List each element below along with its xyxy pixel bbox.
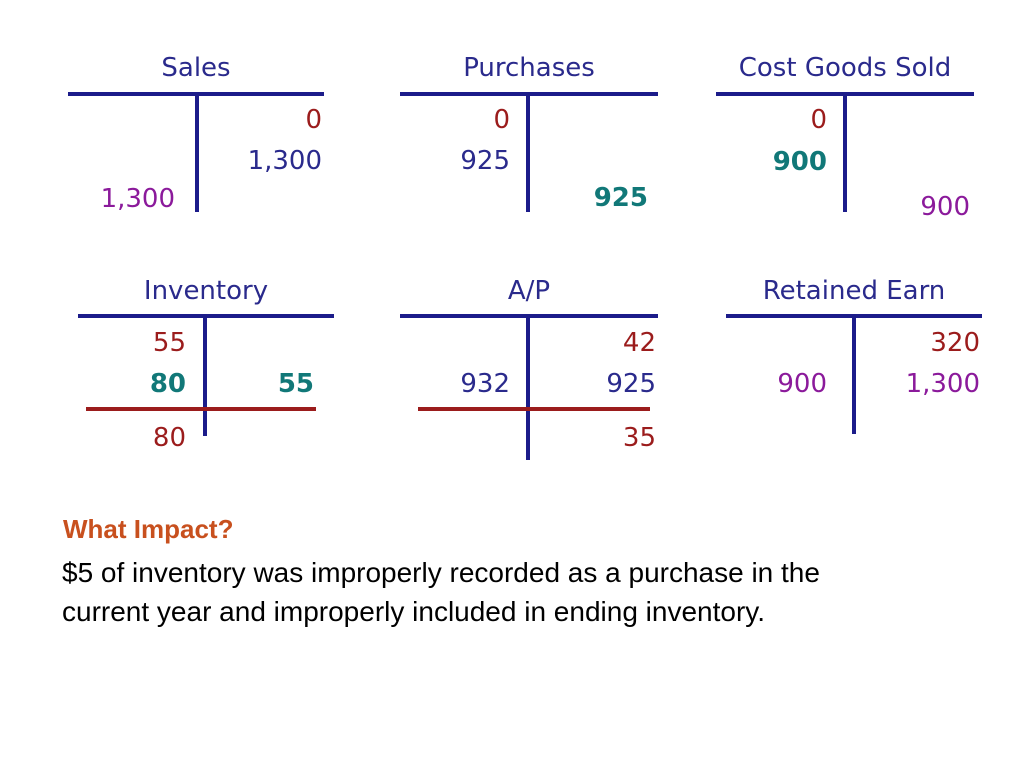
cogs-debit-opening: 0 bbox=[810, 105, 827, 135]
sales-debit-closing: 1,300 bbox=[100, 184, 175, 214]
inventory-debit-entry: 80 bbox=[149, 369, 186, 399]
purchases-divider bbox=[526, 94, 530, 212]
note-line-1: $5 of inventory was improperly recorded … bbox=[62, 557, 820, 588]
cogs-divider bbox=[843, 94, 847, 212]
inventory-debit-opening: 55 bbox=[152, 328, 186, 358]
note-heading: What Impact? bbox=[63, 514, 234, 544]
ap-divider bbox=[526, 316, 530, 460]
inventory-credit-entry: 55 bbox=[277, 369, 314, 399]
ap-debit-entry: 932 bbox=[460, 369, 510, 399]
cogs-title: Cost Goods Sold bbox=[738, 53, 952, 83]
sales-credit-opening: 0 bbox=[305, 105, 322, 135]
sales-title: Sales bbox=[161, 53, 231, 83]
inventory-title: Inventory bbox=[143, 276, 269, 306]
retained-credit-entry: 1,300 bbox=[905, 369, 980, 399]
inventory-divider bbox=[203, 316, 207, 436]
retained-debit-entry: 900 bbox=[777, 369, 827, 399]
ap-credit-opening: 42 bbox=[622, 328, 656, 358]
inventory-total-line bbox=[86, 407, 316, 411]
purchases-debit-opening: 0 bbox=[493, 105, 510, 135]
retained-title: Retained Earn bbox=[762, 276, 946, 306]
cogs-credit-closing: 900 bbox=[920, 192, 970, 222]
ap-credit-balance: 35 bbox=[622, 423, 656, 453]
retained-credit-opening: 320 bbox=[930, 328, 980, 358]
sales-credit-entry: 1,300 bbox=[247, 146, 322, 176]
sales-divider bbox=[195, 94, 199, 212]
inventory-debit-balance: 80 bbox=[152, 423, 186, 453]
purchases-title: Purchases bbox=[463, 53, 595, 83]
retained-divider bbox=[852, 316, 856, 434]
purchases-credit-closing: 925 bbox=[593, 183, 648, 213]
ap-total-line bbox=[418, 407, 650, 411]
note-line-2: current year and improperly included in … bbox=[62, 596, 765, 627]
purchases-debit-entry: 925 bbox=[460, 146, 510, 176]
ap-credit-entry: 925 bbox=[606, 369, 656, 399]
cogs-debit-entry: 900 bbox=[772, 147, 827, 177]
ap-title: A/P bbox=[507, 276, 551, 306]
